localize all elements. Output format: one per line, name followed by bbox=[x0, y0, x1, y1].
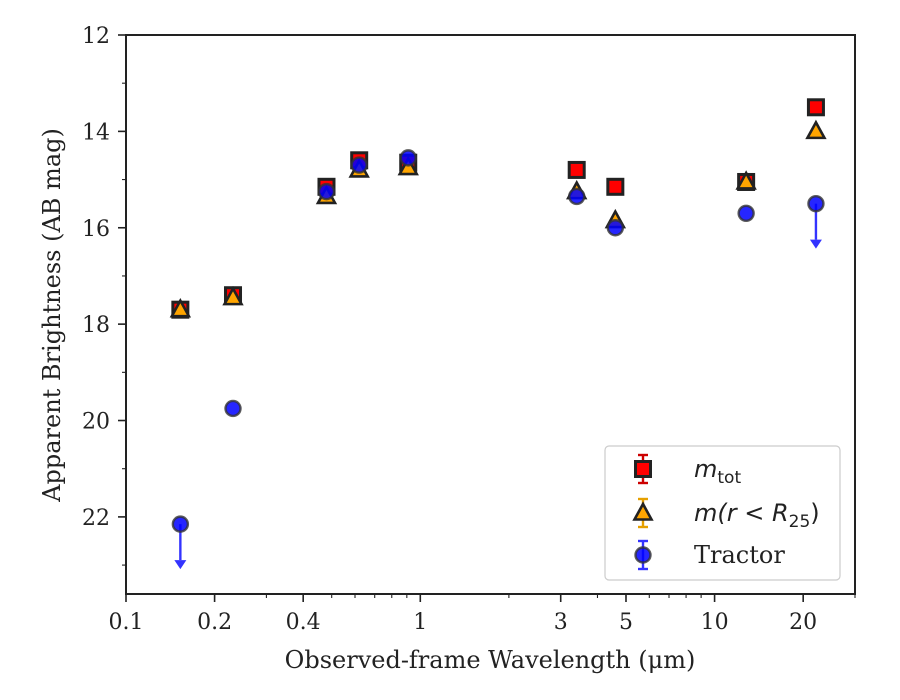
legend-label-sub: tot bbox=[717, 468, 741, 488]
data-marks bbox=[169, 98, 827, 570]
y-axis-title: Apparent Brightness (AB mag) bbox=[38, 128, 66, 503]
legend-marker bbox=[632, 501, 654, 521]
axis-ticks: 0.1 0.2 0.4 1 3 5 10 20 12 14 16 18 20 22 bbox=[82, 24, 856, 635]
data-point bbox=[350, 156, 368, 174]
x-tick-label: 20 bbox=[789, 610, 817, 635]
data-point bbox=[399, 149, 417, 167]
x-axis-title: Observed-frame Wavelength (μm) bbox=[285, 646, 696, 674]
x-tick-label: 1 bbox=[413, 610, 427, 635]
y-tick-label: 16 bbox=[82, 217, 110, 242]
legend-box bbox=[604, 445, 841, 581]
x-tick-label: 3 bbox=[554, 610, 568, 635]
data-point bbox=[567, 160, 586, 179]
legend-items: mtot m(r < R25) Tractor bbox=[632, 453, 820, 571]
data-point bbox=[171, 515, 190, 533]
data-point bbox=[568, 187, 586, 206]
y-tick-label: 12 bbox=[82, 24, 110, 49]
y-tick-label: 22 bbox=[82, 506, 110, 531]
x-tick-label: 5 bbox=[619, 610, 633, 635]
legend-label: m(r < R25) bbox=[694, 499, 820, 532]
data-point bbox=[222, 285, 244, 306]
legend-marker bbox=[634, 546, 652, 564]
data-point bbox=[317, 182, 336, 201]
data-point bbox=[807, 194, 825, 213]
legend-label: Tractor bbox=[694, 541, 785, 569]
legend: mtot m(r < R25) Tractor bbox=[604, 445, 841, 581]
plot-frame bbox=[125, 34, 856, 595]
legend-marker bbox=[634, 460, 652, 478]
series-2 bbox=[171, 149, 825, 570]
x-tick-label: 0.4 bbox=[286, 610, 321, 635]
y-tick-label: 20 bbox=[82, 410, 110, 435]
x-tick-label: 0.1 bbox=[109, 610, 144, 635]
data-point bbox=[606, 219, 625, 237]
data-point bbox=[737, 204, 755, 223]
y-tick-label: 18 bbox=[82, 313, 110, 338]
legend-label-main: m(r < R bbox=[694, 499, 789, 527]
series-1 bbox=[169, 119, 827, 318]
upper-limit-arrow-head bbox=[809, 239, 822, 249]
legend-label-end: ) bbox=[810, 499, 819, 527]
series-0 bbox=[171, 98, 825, 319]
data-point bbox=[806, 98, 825, 117]
legend-label: mtot bbox=[694, 455, 741, 488]
data-point bbox=[224, 399, 242, 418]
legend-label-main: m bbox=[694, 455, 717, 483]
data-point bbox=[735, 170, 757, 190]
data-point bbox=[606, 177, 625, 196]
legend-label-sub: 25 bbox=[789, 512, 811, 532]
legend-label-main: Tractor bbox=[694, 541, 785, 569]
data-point bbox=[169, 297, 192, 318]
data-point bbox=[805, 119, 827, 140]
x-tick-label: 10 bbox=[701, 610, 729, 635]
x-tick-label: 0.2 bbox=[197, 610, 232, 635]
upper-limit-arrow-head bbox=[174, 560, 187, 570]
y-tick-label: 14 bbox=[82, 120, 110, 145]
